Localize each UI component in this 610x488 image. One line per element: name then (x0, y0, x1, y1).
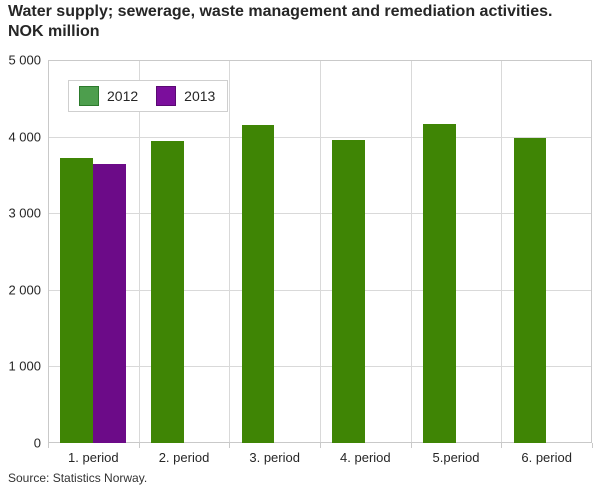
legend-swatch-2013 (156, 86, 177, 106)
gridline-vertical (501, 60, 503, 443)
gridline-vertical (229, 60, 231, 443)
chart-title-line1: Water supply; sewerage, waste management… (8, 3, 553, 20)
chart-title-line2: NOK million (8, 23, 100, 40)
gridline-vertical (138, 60, 140, 443)
x-tick-label: 4. period (340, 450, 391, 465)
legend-item-2012[interactable]: 2012 (79, 86, 138, 106)
legend-swatch-2012 (79, 86, 99, 106)
chart-title: Water supply; sewerage, waste management… (8, 2, 602, 42)
bar-2012-period-6[interactable] (513, 138, 547, 443)
y-tick-label: 5 000 (8, 52, 41, 68)
bar-2012-period-3[interactable] (241, 125, 275, 443)
x-tick-label: 5.period (432, 450, 480, 465)
bar-2012-period-4[interactable] (332, 140, 366, 443)
x-axis-tick (592, 443, 593, 448)
x-tick-label: 1. period (68, 450, 119, 465)
bar-2012-period-5[interactable] (423, 124, 456, 443)
y-tick-label: 1 000 (8, 358, 41, 374)
gridline-vertical (320, 60, 321, 443)
x-axis-tick (320, 443, 321, 448)
bar-2012-period-1[interactable] (60, 158, 94, 443)
gridline-vertical (410, 60, 412, 443)
y-tick-label: 0 (33, 435, 41, 451)
x-tick-label: 6. period (521, 450, 572, 465)
x-axis-tick (410, 443, 412, 448)
legend-label-2012: 2012 (107, 88, 139, 104)
legend-item-2013[interactable]: 2013 (156, 86, 215, 106)
x-tick-label: 2. period (158, 450, 210, 465)
plot-area-border (48, 60, 592, 443)
x-axis-tick (229, 443, 231, 448)
y-tick-label: 4 000 (8, 129, 41, 145)
source-note: Source: Statistics Norway. (8, 471, 148, 485)
y-tick-label: 3 000 (8, 205, 41, 221)
x-axis-tick (501, 443, 503, 448)
x-tick-label: 3. period (249, 450, 300, 465)
legend-label-2013: 2013 (184, 88, 216, 104)
bar-2012-period-2[interactable] (151, 141, 184, 443)
legend: 2012 2013 (68, 80, 229, 112)
y-tick-label: 2 000 (8, 282, 41, 298)
x-axis-tick (48, 443, 49, 448)
x-axis-tick (138, 443, 140, 448)
bar-2013-period-1[interactable] (93, 164, 126, 443)
